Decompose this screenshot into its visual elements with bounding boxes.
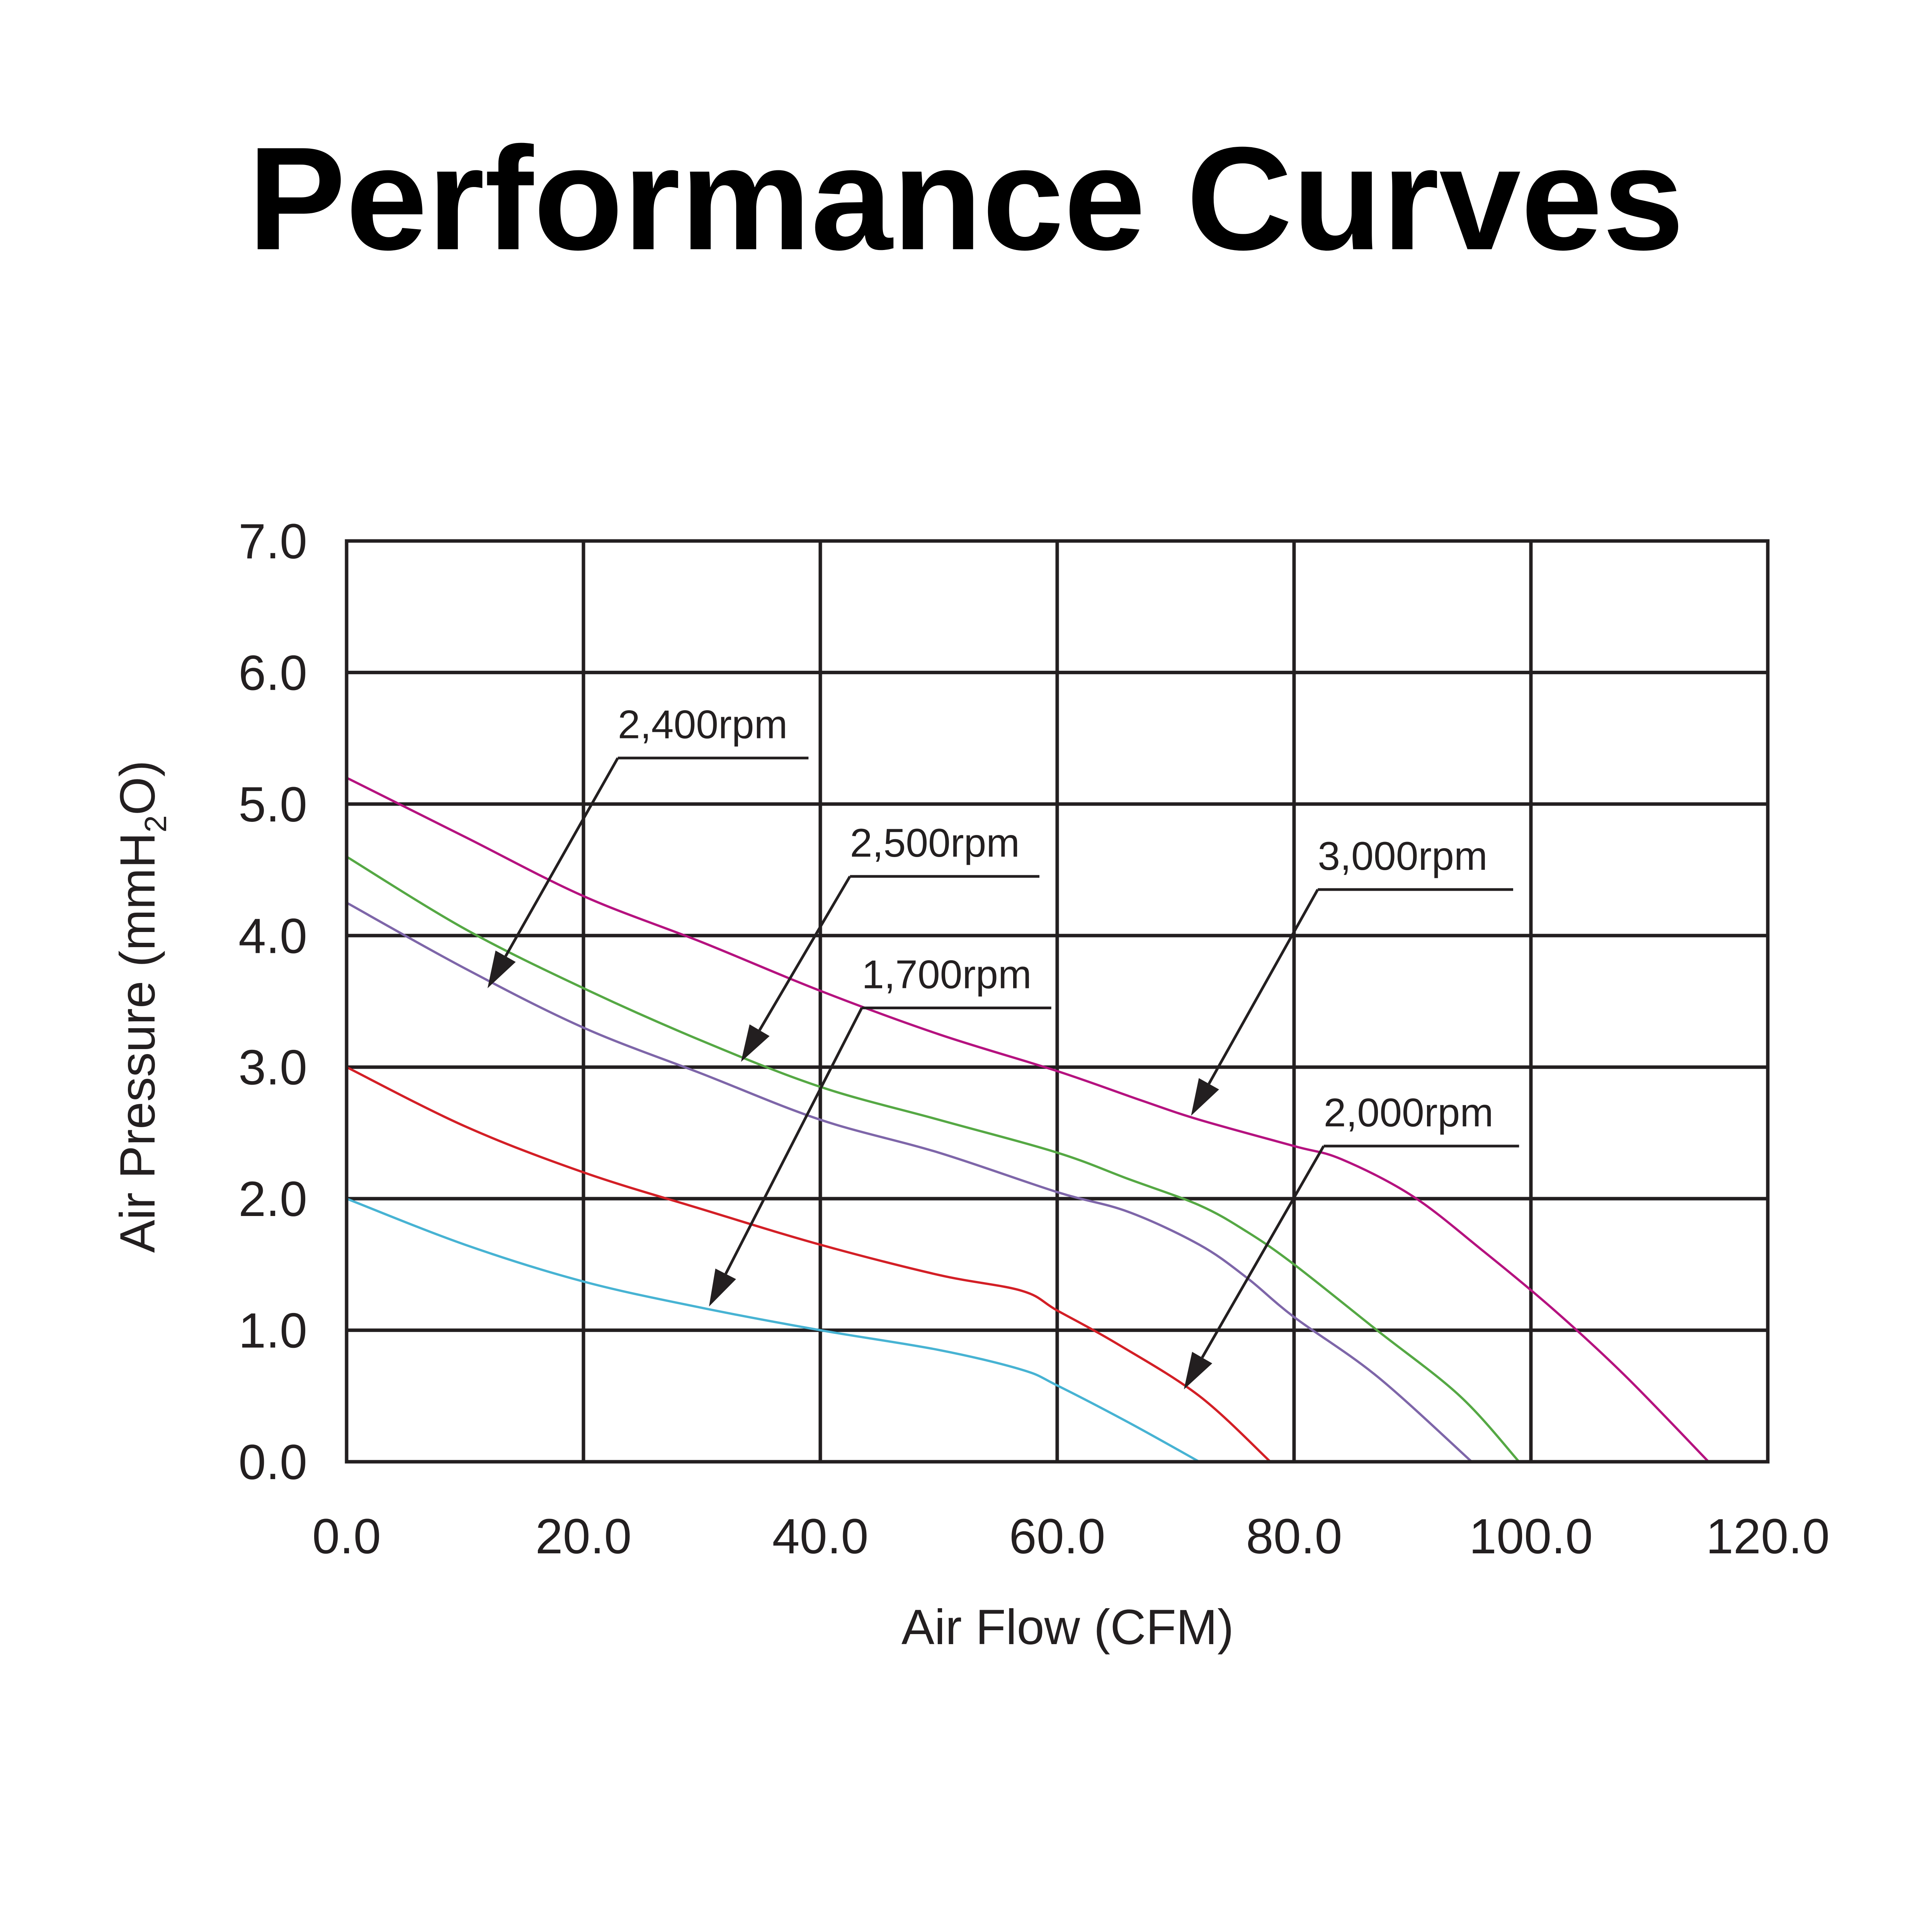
y-axis-label: Air Pressure (mmH2O): [110, 760, 173, 1253]
callout-label-3-000rpm: 3,000rpm: [1318, 834, 1487, 879]
callout-arrowhead-2-500rpm: [741, 1024, 770, 1062]
y-tick-label: 2.0: [238, 1172, 307, 1227]
y-tick-label: 6.0: [238, 645, 307, 701]
series-line-2-400rpm: [346, 901, 1473, 1463]
chart-title: Performance Curves: [248, 116, 1684, 281]
callout-label-2-000rpm: 2,000rpm: [1324, 1090, 1493, 1135]
callout-arrowhead-2-000rpm: [1184, 1352, 1213, 1389]
y-axis-label-suffix: O): [110, 760, 165, 815]
callout-arrowhead-2-400rpm: [487, 951, 516, 988]
callout-3-000rpm: 3,000rpm: [1191, 834, 1514, 1116]
x-axis-label: Air Flow (CFM): [901, 1600, 1234, 1655]
x-tick-label: 100.0: [1469, 1509, 1593, 1564]
series-line-2-000rpm: [346, 1066, 1271, 1463]
series-lines: [346, 777, 1709, 1463]
y-tick-label: 5.0: [238, 777, 307, 832]
callout-leader-3-000rpm: [1208, 889, 1319, 1085]
callout-1-700rpm: 1,700rpm: [709, 952, 1051, 1307]
plot-frame: [345, 539, 1770, 1464]
callout-leader-2-400rpm: [504, 757, 619, 957]
callout-2-400rpm: 2,400rpm: [487, 702, 809, 988]
x-tick-label: 120.0: [1706, 1509, 1830, 1564]
callout-leader-1-700rpm: [724, 1007, 863, 1275]
series-line-1-700rpm: [346, 1197, 1200, 1463]
grid-lines: [345, 539, 1770, 1464]
callout-label-2-400rpm: 2,400rpm: [618, 702, 787, 747]
callout-leader-2-500rpm: [758, 876, 851, 1031]
y-tick-label: 7.0: [238, 514, 307, 569]
callout-label-2-500rpm: 2,500rpm: [850, 821, 1020, 866]
x-tick-label: 60.0: [1009, 1509, 1105, 1564]
y-tick-label: 0.0: [238, 1435, 307, 1490]
callout-label-1-700rpm: 1,700rpm: [862, 952, 1031, 997]
series-line-2-500rpm: [346, 855, 1520, 1463]
callout-2-000rpm: 2,000rpm: [1184, 1090, 1519, 1389]
series-line-3-000rpm: [346, 777, 1709, 1463]
y-tick-label: 4.0: [238, 908, 307, 964]
y-tick-labels: 0.0 1.0 2.0 3.0 4.0 5.0 6.0 7.0: [238, 514, 307, 1490]
callout-2-500rpm: 2,500rpm: [741, 821, 1040, 1062]
x-tick-label: 0.0: [312, 1509, 381, 1564]
callout-arrowhead-1-700rpm: [709, 1269, 736, 1307]
callout-leader-2-000rpm: [1201, 1145, 1325, 1359]
y-axis-label-prefix: Air Pressure (mmH: [110, 832, 165, 1253]
y-axis-label-subscript: 2: [138, 815, 173, 833]
x-tick-label: 40.0: [772, 1509, 868, 1564]
callout-arrowhead-3-000rpm: [1191, 1078, 1219, 1116]
x-tick-label: 80.0: [1246, 1509, 1342, 1564]
series-callouts: 2,400rpm 2,500rpm 1,700rpm 3,000rpm 2,000rpm: [487, 702, 1519, 1389]
x-tick-label: 20.0: [535, 1509, 631, 1564]
y-tick-label: 3.0: [238, 1040, 307, 1095]
x-tick-labels: 0.0 20.0 40.0 60.0 80.0 100.0 120.0: [312, 1509, 1830, 1564]
y-tick-label: 1.0: [238, 1303, 307, 1359]
